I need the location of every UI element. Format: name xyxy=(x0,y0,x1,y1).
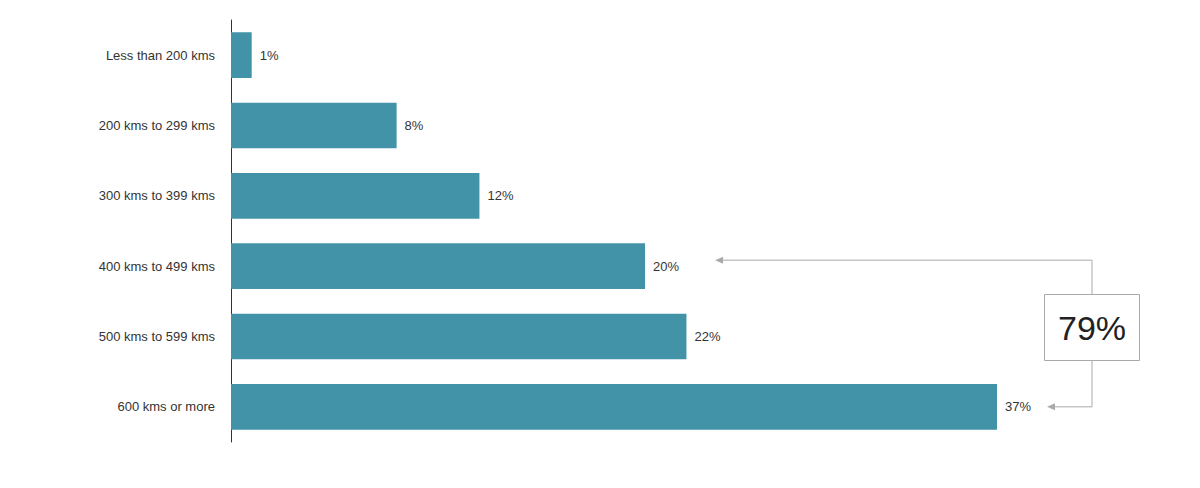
svg-text:200 kms to 299 kms: 200 kms to 299 kms xyxy=(99,118,216,133)
svg-text:8%: 8% xyxy=(405,118,424,133)
svg-text:300 kms to 399 kms: 300 kms to 399 kms xyxy=(99,188,216,203)
svg-text:37%: 37% xyxy=(1005,399,1031,414)
svg-text:12%: 12% xyxy=(487,188,513,203)
svg-text:1%: 1% xyxy=(260,48,279,63)
svg-text:Less than 200 kms: Less than 200 kms xyxy=(106,48,216,63)
svg-text:400 kms to 499 kms: 400 kms to 499 kms xyxy=(99,259,216,274)
svg-text:22%: 22% xyxy=(694,329,720,344)
svg-text:20%: 20% xyxy=(653,259,679,274)
svg-text:79%: 79% xyxy=(1058,309,1126,347)
svg-text:500 kms to 599 kms: 500 kms to 599 kms xyxy=(99,329,216,344)
svg-text:600 kms or more: 600 kms or more xyxy=(117,399,215,414)
